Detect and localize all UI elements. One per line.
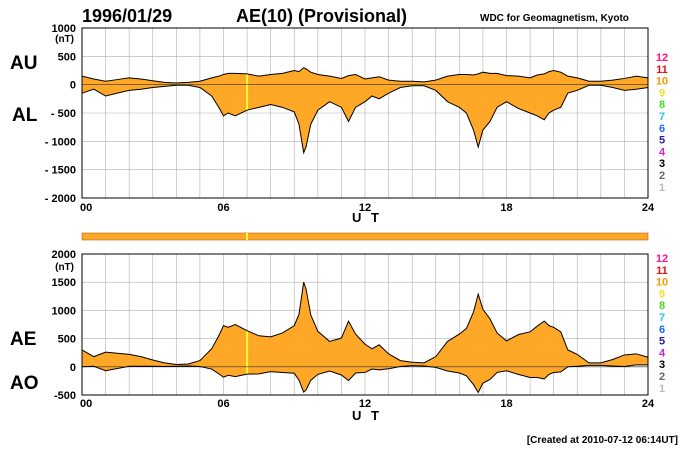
station-count-label: 11 xyxy=(656,64,668,76)
station-count-label: 5 xyxy=(659,135,665,147)
y-tick-label: 2000 xyxy=(52,249,76,261)
area-fill xyxy=(82,282,648,393)
x-tick-label: 24 xyxy=(642,398,655,410)
series-line-ae xyxy=(81,282,649,366)
station-count-label: 8 xyxy=(659,99,665,111)
lower-chart-unit: (nT) xyxy=(55,262,74,273)
x-tick-label: 06 xyxy=(217,202,229,214)
station-count-label: 10 xyxy=(656,277,668,289)
area-fill xyxy=(82,67,648,153)
y-tick-label: - 500 xyxy=(51,108,76,120)
lower-chart-y-ticks: 2000 1500 1000 500 0 -500 xyxy=(52,249,76,402)
station-count-label: 11 xyxy=(656,265,668,277)
station-count-label: 1 xyxy=(659,182,665,194)
y-tick-label: 0 xyxy=(70,362,76,374)
y-tick-label: 1500 xyxy=(52,277,76,289)
lower-chart-x-axis-label: U T xyxy=(352,408,382,423)
middle-band xyxy=(81,232,649,241)
station-count-label: 6 xyxy=(659,123,665,135)
station-count-label: 7 xyxy=(659,111,665,123)
station-count-label: 1 xyxy=(659,383,665,395)
station-count-label: 3 xyxy=(659,158,665,170)
lower-chart-x-ticks: 00 06 12 18 24 xyxy=(80,398,655,410)
upper-chart-unit: (nT) xyxy=(55,34,74,45)
station-count-label: 2 xyxy=(659,170,665,182)
upper-chart-x-axis-label: U T xyxy=(352,210,382,225)
station-count-label: 5 xyxy=(659,336,665,348)
lower-chart-grid xyxy=(82,254,648,395)
y-tick-label: - 2000 xyxy=(45,193,76,205)
upper-chart-au-label: AU xyxy=(10,53,37,74)
y-tick-label: -500 xyxy=(54,390,76,402)
x-tick-label: 18 xyxy=(500,398,512,410)
station-count-label: 8 xyxy=(659,300,665,312)
station-count-label: 12 xyxy=(656,253,668,265)
middle-band-marker xyxy=(246,233,249,240)
series-line-au xyxy=(81,67,649,84)
y-tick-label: 500 xyxy=(58,51,76,63)
date-label: 1996/01/29 xyxy=(82,6,172,26)
station-count-label: 12 xyxy=(656,52,668,64)
organization-label: WDC for Geomagnetism, Kyoto xyxy=(480,13,629,24)
lower-chart-ao-label: AO xyxy=(10,373,39,394)
lower-chart-ae-label: AE xyxy=(10,329,36,350)
station-count-label: 6 xyxy=(659,324,665,336)
series-line-al xyxy=(81,84,649,155)
station-count-label: 9 xyxy=(659,288,665,300)
middle-band-bar xyxy=(81,232,649,241)
station-count-label: 4 xyxy=(659,347,666,359)
upper-chart-al-label: AL xyxy=(12,105,38,126)
station-count-label: 2 xyxy=(659,371,665,383)
lower-chart-frame xyxy=(81,253,649,396)
lower-chart-data xyxy=(81,282,649,394)
station-count-label: 3 xyxy=(659,359,665,371)
index-title: AE(10) (Provisional) xyxy=(236,6,407,26)
upper-chart-y-ticks: 1000 500 0 - 500 - 1000 - 1500 - 2000 xyxy=(45,23,76,205)
y-tick-label: 0 xyxy=(70,80,76,92)
upper-chart-data xyxy=(81,67,649,155)
x-tick-label: 12 xyxy=(359,202,371,214)
series-line-ao xyxy=(81,364,648,394)
station-count-label: 4 xyxy=(659,146,666,158)
x-tick-label: 12 xyxy=(359,398,371,410)
y-tick-label: 1000 xyxy=(52,23,76,35)
x-tick-label: 18 xyxy=(500,202,512,214)
created-timestamp: [Created at 2010-07-12 06:14UT] xyxy=(527,435,678,446)
upper-chart-frame xyxy=(81,27,649,199)
y-tick-label: 500 xyxy=(58,334,76,346)
station-count-label: 10 xyxy=(656,76,668,88)
station-count-label: 7 xyxy=(659,312,665,324)
upper-chart-grid xyxy=(82,28,648,198)
y-tick-label: 1000 xyxy=(52,305,76,317)
x-tick-label: 06 xyxy=(217,398,229,410)
y-tick-label: - 1000 xyxy=(45,136,76,148)
x-tick-label: 24 xyxy=(642,202,655,214)
x-tick-label: 00 xyxy=(80,202,92,214)
y-tick-label: - 1500 xyxy=(45,165,76,177)
station-count-label: 9 xyxy=(659,87,665,99)
x-tick-label: 00 xyxy=(80,398,92,410)
upper-chart-x-ticks: 00 06 12 18 24 xyxy=(80,202,655,214)
